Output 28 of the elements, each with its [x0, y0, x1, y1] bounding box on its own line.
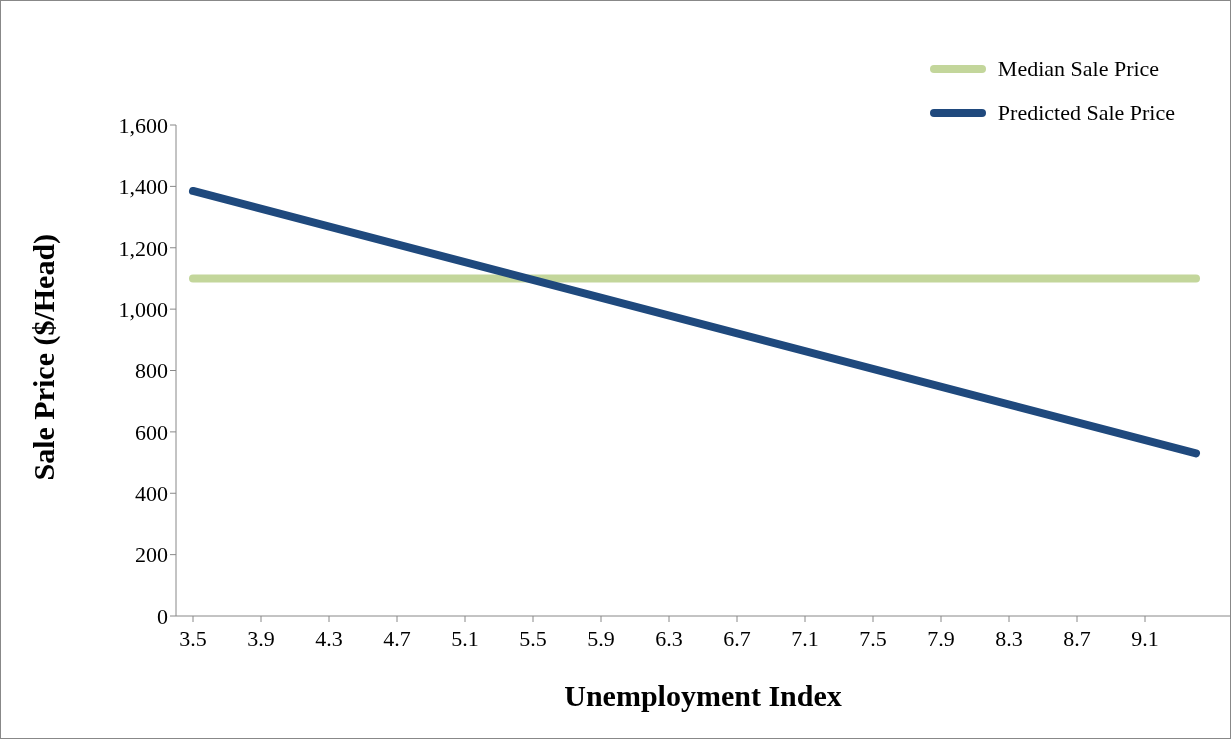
- x-tick-label: 3.9: [247, 625, 275, 651]
- x-tick-label: 4.3: [315, 625, 343, 651]
- x-tick-label: 4.7: [383, 625, 411, 651]
- x-tick-label: 6.3: [655, 625, 683, 651]
- y-tick-label: 1,000: [118, 296, 168, 322]
- x-tick-label: 8.7: [1063, 625, 1091, 651]
- y-tick-label: 200: [135, 542, 168, 568]
- legend-label: Predicted Sale Price: [997, 100, 1175, 126]
- x-tick-label: 3.5: [179, 625, 207, 651]
- x-tick-label: 9.1: [1131, 625, 1159, 651]
- y-tick-label: 600: [135, 419, 168, 445]
- y-tick-label: 1,600: [118, 112, 168, 138]
- y-tick-label: 1,400: [118, 174, 168, 200]
- legend-label: Median Sale Price: [997, 56, 1160, 82]
- x-tick-label: 6.7: [723, 625, 751, 651]
- y-tick-label: 400: [135, 481, 168, 507]
- y-tick-label: 0: [157, 603, 168, 629]
- x-tick-label: 5.5: [519, 625, 547, 651]
- x-tick-label: 7.1: [791, 625, 819, 651]
- y-tick-label: 800: [135, 358, 168, 384]
- x-tick-label: 7.9: [927, 625, 955, 651]
- x-tick-label: 7.5: [859, 625, 887, 651]
- x-axis-title: Unemployment Index: [564, 679, 842, 712]
- x-tick-label: 5.9: [587, 625, 615, 651]
- x-tick-label: 8.3: [995, 625, 1023, 651]
- y-axis-title: Sale Price ($/Head): [26, 233, 61, 481]
- y-tick-label: 1,200: [118, 235, 168, 261]
- x-tick-label: 5.1: [451, 625, 479, 651]
